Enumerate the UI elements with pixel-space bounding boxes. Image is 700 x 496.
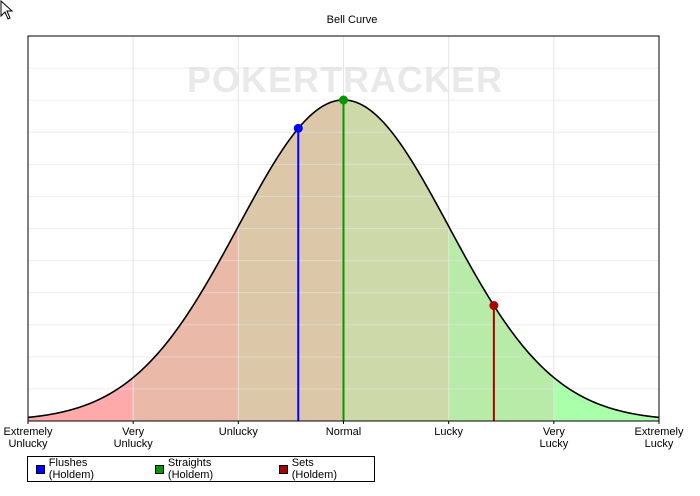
legend: Flushes (Holdem) Straights (Holdem) Sets (…: [27, 456, 375, 482]
legend-item: Sets (Holdem): [278, 457, 360, 481]
watermark-logo: POKERTRACKER: [187, 59, 503, 100]
series-marker-point: [489, 301, 499, 311]
mouse-cursor-icon: [0, 0, 14, 20]
legend-swatch: [36, 464, 45, 474]
legend-item: Straights (Holdem): [155, 457, 257, 481]
series-marker-point: [339, 95, 348, 105]
series-markers: [293, 95, 499, 421]
bell-curve-chart: Bell Curve POKERTRACKER Extremely Unlucky…: [4, 14, 684, 450]
x-tick-label: Very Lucky: [539, 426, 568, 450]
x-tick-label: Lucky: [434, 426, 463, 438]
legend-swatch: [278, 464, 288, 474]
legend-label: Straights (Holdem): [167, 457, 214, 481]
x-tick-label: Unlucky: [219, 426, 259, 438]
x-tick-label: Normal: [326, 426, 361, 438]
chart-title: Bell Curve: [327, 14, 378, 26]
x-axis-ticks: Extremely Unlucky Very Unlucky Unlucky Normal…: [4, 421, 684, 450]
legend-label: Sets (Holdem): [291, 457, 337, 481]
series-marker-point: [293, 123, 303, 133]
legend-swatch: [155, 464, 164, 474]
x-tick-label: Extremely Lucky: [635, 426, 684, 450]
x-tick-label: Very Unlucky: [114, 426, 154, 450]
curve-mask: [28, 36, 659, 418]
legend-item: Flushes (Holdem): [36, 457, 133, 481]
legend-label: Flushes (Holdem): [48, 457, 95, 481]
x-tick-label: Extremely Unlucky: [4, 426, 53, 450]
